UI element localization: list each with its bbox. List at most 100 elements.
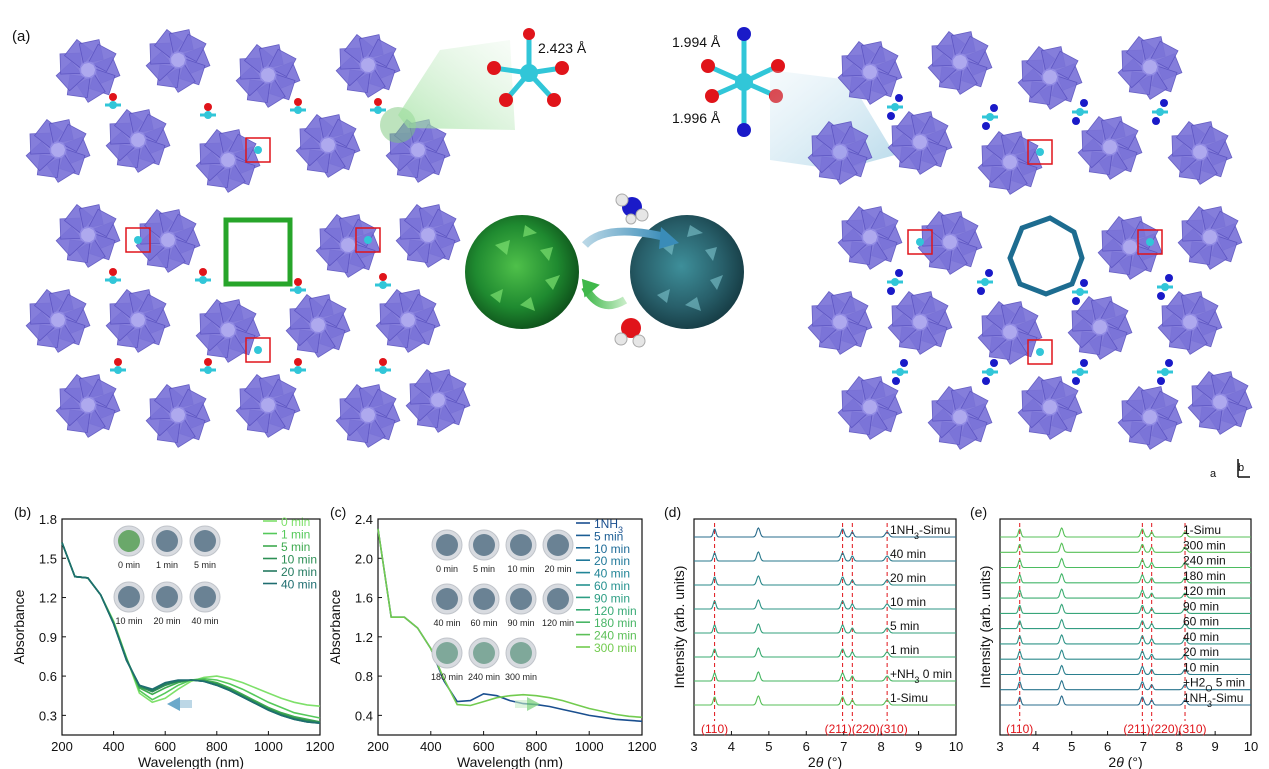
sample-photo (118, 530, 140, 552)
legend-label: 40 min (594, 567, 630, 581)
cu-atom (986, 113, 994, 121)
y-tick-label: 0.6 (39, 669, 57, 684)
y-tick-label: 1.2 (39, 591, 57, 606)
teal-pore-ring (1007, 215, 1085, 297)
cu-atom (1156, 108, 1164, 116)
water-molecule (621, 318, 641, 338)
sample-label: 40 min (433, 618, 460, 628)
axis-indicator (1237, 459, 1250, 478)
oxygen-atom (109, 268, 117, 276)
sample-label: 40 min (191, 616, 218, 626)
series-label: 1NH3-Simu (1183, 691, 1243, 709)
x-tick-label: 6 (803, 739, 810, 754)
series-label: 40 min (890, 547, 926, 561)
y-tick-label: 1.8 (39, 512, 57, 527)
xrd-trace (1000, 527, 1251, 538)
nitrogen-atom (895, 94, 903, 102)
cluster-core (1141, 58, 1159, 76)
oxygen-atom (379, 358, 387, 366)
oxygen-atom (199, 268, 207, 276)
sample-label: 90 min (507, 618, 534, 628)
sample-label: 5 min (194, 560, 216, 570)
x-tick-label: 1200 (306, 739, 335, 754)
cu-atom (109, 101, 117, 109)
plot-frame (999, 518, 1252, 736)
cu-center (364, 236, 372, 244)
sample-label: 20 min (544, 564, 571, 574)
cu-atom (891, 103, 899, 111)
nitrogen-atom (1152, 117, 1160, 125)
series-label: 180 min (1183, 569, 1226, 583)
nitrogen-atom (1072, 297, 1080, 305)
xrd-trace (694, 599, 956, 610)
oxygen-atom (294, 278, 302, 286)
cu-atom (981, 278, 989, 286)
sample-photo (436, 534, 458, 556)
y-tick-label: 0.8 (355, 669, 373, 684)
sample-photo (156, 530, 178, 552)
series-label: 300 min (1183, 538, 1226, 552)
nitrogen-atom (985, 269, 993, 277)
cu-o-cube (245, 337, 271, 363)
cu-atom (294, 366, 302, 374)
cu-o-cube (125, 227, 151, 253)
reversible-conversion-diagram (465, 193, 744, 348)
y-tick-label: 0.9 (39, 630, 57, 645)
cluster-core (79, 61, 97, 79)
cluster-core (319, 136, 337, 154)
nitrogen-atom (990, 359, 998, 367)
sample-photo (436, 588, 458, 610)
cu-center (254, 346, 262, 354)
cu-atom (896, 368, 904, 376)
cu-atom (891, 278, 899, 286)
series-label: +H2O 5 min (1183, 676, 1245, 694)
x-tick-label: 200 (51, 739, 73, 754)
y-tick-label: 1.2 (355, 630, 373, 645)
series-label: 240 min (1183, 554, 1226, 568)
legend-label: 90 min (594, 591, 630, 605)
cluster-core (1201, 228, 1219, 246)
series-label: 5 min (890, 619, 919, 633)
plot-frame (61, 518, 321, 736)
bond-length-right-top: 1.994 Å (672, 34, 721, 50)
chart-b: (b) 200 400 600 800 1000 1200 0.3 0.6 0.9 1.2 1.5 1.… (11, 504, 334, 769)
oxygen-atom (204, 103, 212, 111)
cluster-core (951, 408, 969, 426)
shift-arrow (527, 697, 540, 711)
blue-crystal-photo (630, 215, 744, 329)
y-tick-label: 2.4 (355, 512, 373, 527)
x-tick-label: 7 (1140, 739, 1147, 754)
series-label: 10 min (890, 595, 926, 609)
peak-label: (211)(220)(310) (1123, 722, 1206, 736)
x-tick-label: 800 (206, 739, 228, 754)
y-axis-label: Intensity (arb. units) (977, 566, 993, 689)
panel-label: (d) (664, 504, 681, 520)
peak-label: (211)(220)(310) (825, 722, 908, 736)
sample-label: 0 min (118, 560, 140, 570)
plot-frame (377, 518, 643, 736)
cluster-core (129, 311, 147, 329)
legend-label: 5 min (594, 529, 623, 543)
xrd-trace (1000, 618, 1251, 630)
nitrogen-atom (1080, 99, 1088, 107)
cluster-core (1181, 313, 1199, 331)
x-tick-label: 9 (915, 739, 922, 754)
cu-o-octahedron (487, 28, 569, 107)
sample-photo (510, 534, 532, 556)
chart-d: (d) 3 4 5 6 7 8 9 10 2θ (°) Intensity (arb. units)… (664, 504, 963, 769)
cluster-core (169, 51, 187, 69)
cluster-core (1141, 408, 1159, 426)
axis-b-label: b (1238, 462, 1245, 474)
oxygen-atom (204, 358, 212, 366)
chart-c: (c) 200 400 600 800 1000 1200 0.4 0.8 1.2 1.6 2.0 2.… (327, 504, 656, 769)
cu-atom (1161, 283, 1169, 291)
series-label: 40 min (1183, 630, 1219, 644)
cluster-core (1001, 153, 1019, 171)
cluster-core (219, 151, 237, 169)
xrd-trace (694, 695, 956, 706)
cluster-core (129, 131, 147, 149)
sample-label: 10 min (115, 616, 142, 626)
series-label: 1NH3-Simu (890, 523, 950, 541)
peak-label: (110) (1006, 722, 1033, 736)
cluster-core (359, 406, 377, 424)
